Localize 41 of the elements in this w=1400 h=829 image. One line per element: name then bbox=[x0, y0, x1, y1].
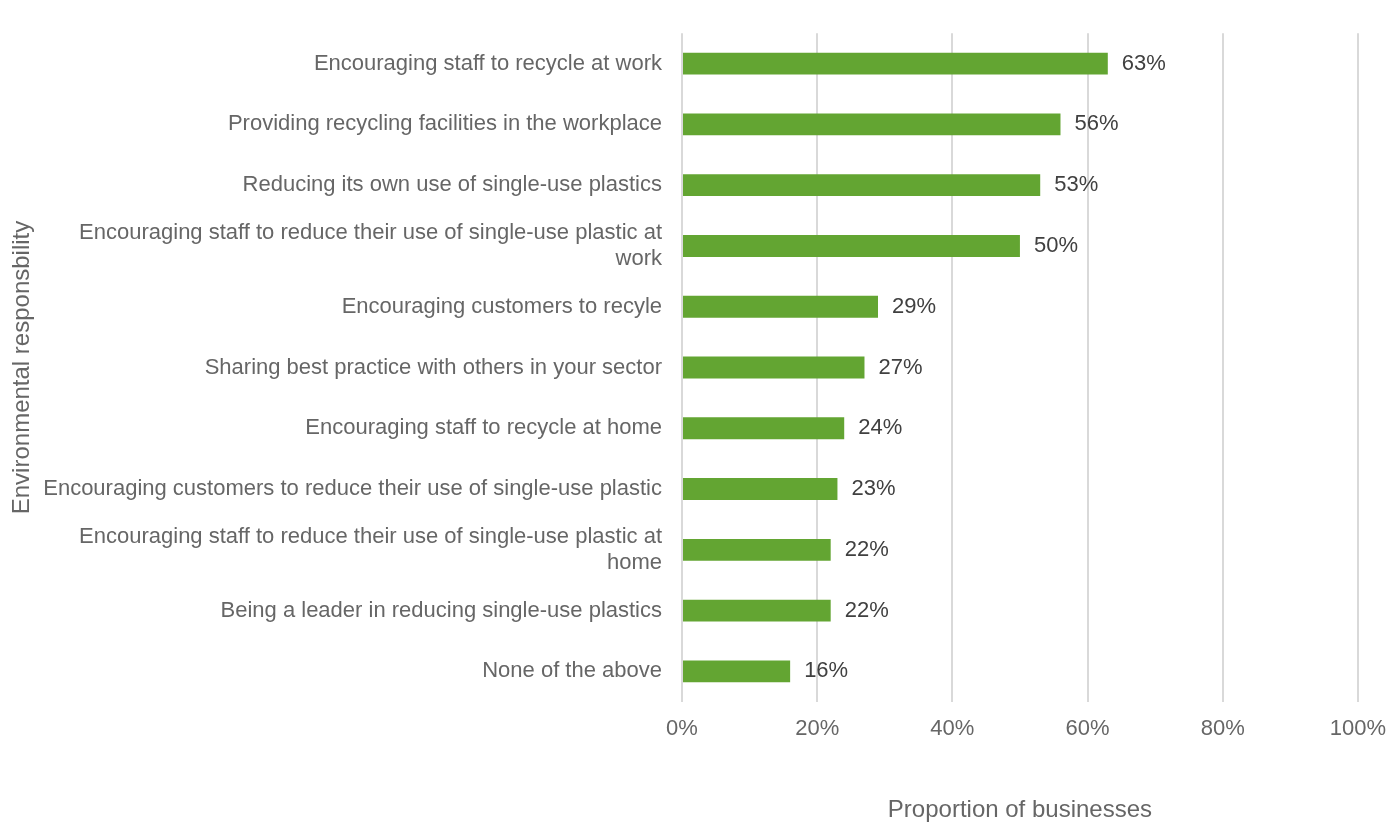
y-tick-label: Being a leader in reducing single-use plastics bbox=[220, 596, 662, 622]
bar bbox=[683, 599, 831, 622]
bar bbox=[683, 295, 878, 318]
y-tick-label: Encouraging staff to reduce their use of single-use plastic at work bbox=[79, 218, 663, 271]
data-label: 56% bbox=[1074, 110, 1119, 136]
data-label: 22% bbox=[844, 596, 889, 622]
y-axis-title: Environmental responsbility bbox=[7, 220, 35, 515]
x-tick-label: 0% bbox=[666, 715, 698, 741]
data-label: 63% bbox=[1121, 49, 1166, 75]
bar bbox=[683, 52, 1108, 75]
bar bbox=[683, 235, 1020, 257]
y-tick-label: Encouraging staff to reduce their use of single-use plastic at home bbox=[79, 522, 662, 575]
x-axis-title: Proportion of businesses bbox=[887, 795, 1153, 823]
bar bbox=[683, 113, 1061, 136]
bar bbox=[683, 478, 838, 500]
x-tick-label: 40% bbox=[930, 715, 975, 741]
bar bbox=[683, 356, 865, 379]
y-tick-label: Encouraging customers to reduce their use of single-use plastic bbox=[43, 475, 662, 501]
y-tick-label: Sharing best practice with others in your sector bbox=[204, 353, 662, 379]
y-tick-label: None of the above bbox=[482, 657, 662, 683]
bar bbox=[683, 660, 791, 683]
data-label: 16% bbox=[804, 657, 849, 683]
bar bbox=[683, 174, 1041, 197]
y-tick-label: Encouraging staff to recycle at work bbox=[313, 49, 663, 75]
x-tick-label: 100% bbox=[1329, 715, 1387, 741]
data-label: 27% bbox=[878, 353, 923, 379]
data-label: 23% bbox=[851, 475, 896, 501]
x-tick-label: 80% bbox=[1200, 715, 1245, 741]
y-tick-label: Encouraging staff to recycle at home bbox=[305, 414, 662, 440]
x-tick-label: 60% bbox=[1065, 715, 1110, 741]
data-label: 53% bbox=[1054, 171, 1099, 197]
x-tick-label: 20% bbox=[795, 715, 840, 741]
bar bbox=[683, 417, 845, 440]
data-label: 24% bbox=[858, 414, 903, 440]
y-tick-label: Providing recycling facilities in the workplace bbox=[227, 110, 662, 136]
bar bbox=[683, 538, 831, 561]
data-label: 29% bbox=[892, 292, 937, 318]
data-label: 22% bbox=[844, 535, 889, 561]
y-tick-label: Reducing its own use of single-use plastics bbox=[242, 171, 662, 197]
y-tick-label: Encouraging customers to recyle bbox=[341, 292, 662, 318]
data-label: 50% bbox=[1033, 232, 1078, 257]
